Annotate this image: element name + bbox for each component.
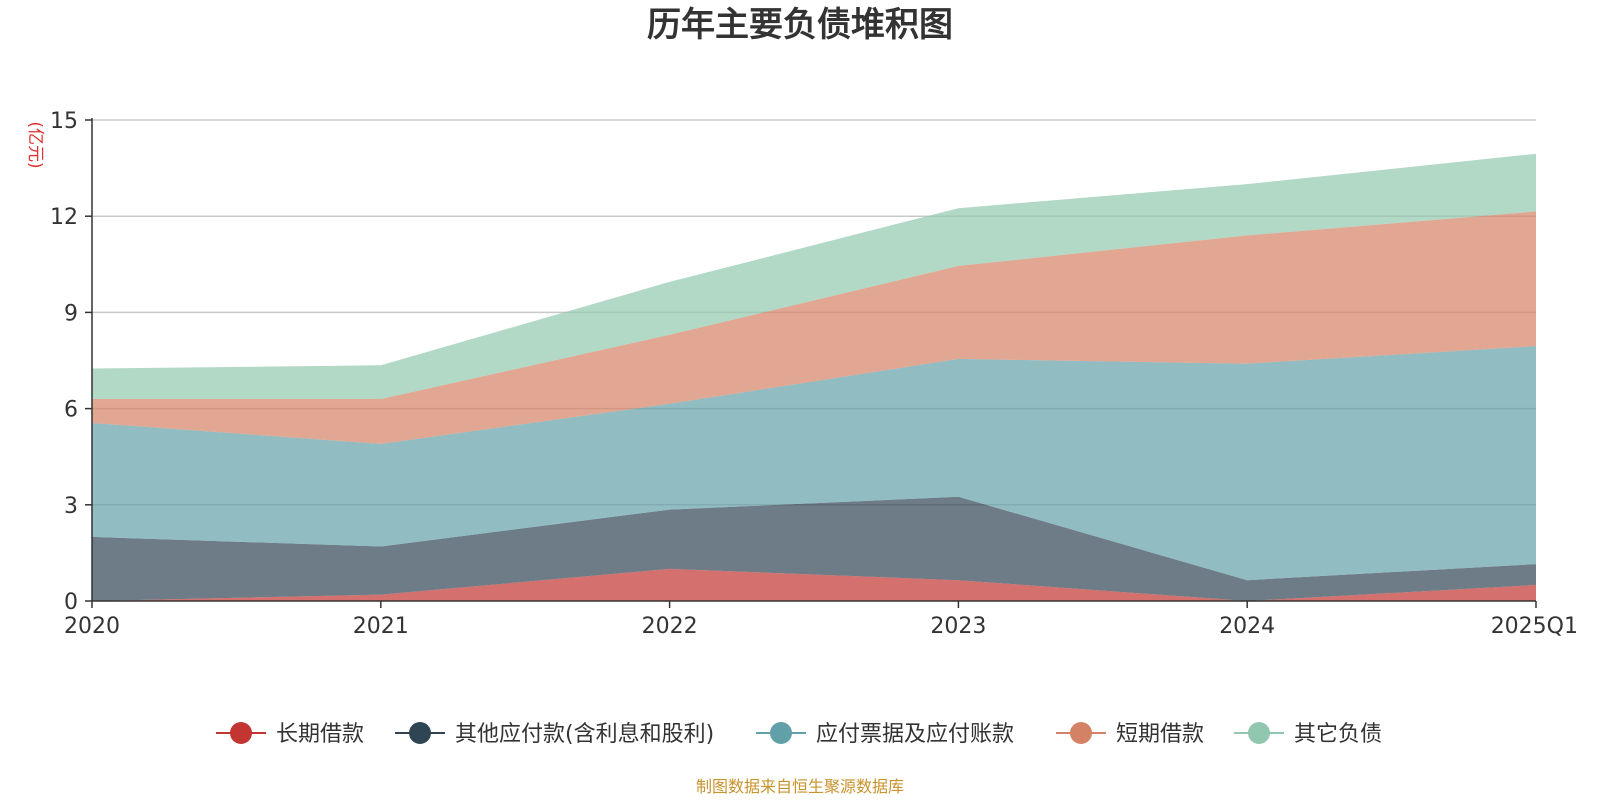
y-tick-label-12: 12 (50, 205, 78, 230)
x-tick-label-2: 2022 (642, 614, 698, 639)
area-series (92, 153, 1536, 601)
area-series-1 (92, 496, 1536, 601)
x-tick-label-0: 2020 (64, 614, 120, 639)
area-series-0 (92, 568, 1536, 601)
legend-item-4[interactable]: 其它负债 (1234, 722, 1382, 747)
x-tick-label-5: 2025Q1 (1491, 614, 1578, 639)
x-tick-label-1: 2021 (353, 614, 409, 639)
area-series-2 (92, 346, 1536, 581)
y-axis-unit: (亿元) (25, 121, 45, 168)
area-series-3 (92, 211, 1536, 444)
legend-marker-3 (1070, 722, 1092, 744)
y-tick-label-0: 0 (64, 590, 78, 615)
legend-marker-1 (409, 722, 431, 744)
legend-item-2[interactable]: 应付票据及应付账款 (756, 722, 1014, 747)
legend-label-1: 其他应付款(含利息和股利) (455, 722, 714, 747)
legend-label-0: 长期借款 (276, 722, 364, 747)
x-tick-label-4: 2024 (1219, 614, 1275, 639)
axes: 0 3 6 9 12 15 2020 2021 2022 2023 2024 2025Q1 (50, 109, 1578, 639)
data-source-note: 制图数据来自恒生聚源数据库 (696, 777, 904, 796)
chart-title: 历年主要负债堆积图 (647, 5, 953, 45)
legend-item-0[interactable]: 长期借款 (216, 722, 364, 747)
y-tick-label-6: 6 (64, 398, 78, 423)
legend-marker-4 (1248, 722, 1270, 744)
legend[interactable]: 长期借款 其他应付款(含利息和股利) 应付票据及应付账款 短期借款 其它负债 (216, 722, 1382, 747)
legend-marker-0 (230, 722, 252, 744)
y-tick-label-9: 9 (64, 301, 78, 326)
x-tick-label-3: 2023 (930, 614, 986, 639)
legend-marker-2 (770, 722, 792, 744)
legend-item-1[interactable]: 其他应付款(含利息和股利) (395, 722, 714, 747)
legend-item-3[interactable]: 短期借款 (1056, 722, 1204, 747)
legend-label-4: 其它负债 (1294, 722, 1382, 747)
legend-label-2: 应付票据及应付账款 (816, 722, 1014, 747)
y-tick-label-3: 3 (64, 494, 78, 519)
legend-label-3: 短期借款 (1116, 722, 1204, 747)
y-tick-label-15: 15 (50, 109, 78, 134)
area-series-4 (92, 153, 1536, 399)
